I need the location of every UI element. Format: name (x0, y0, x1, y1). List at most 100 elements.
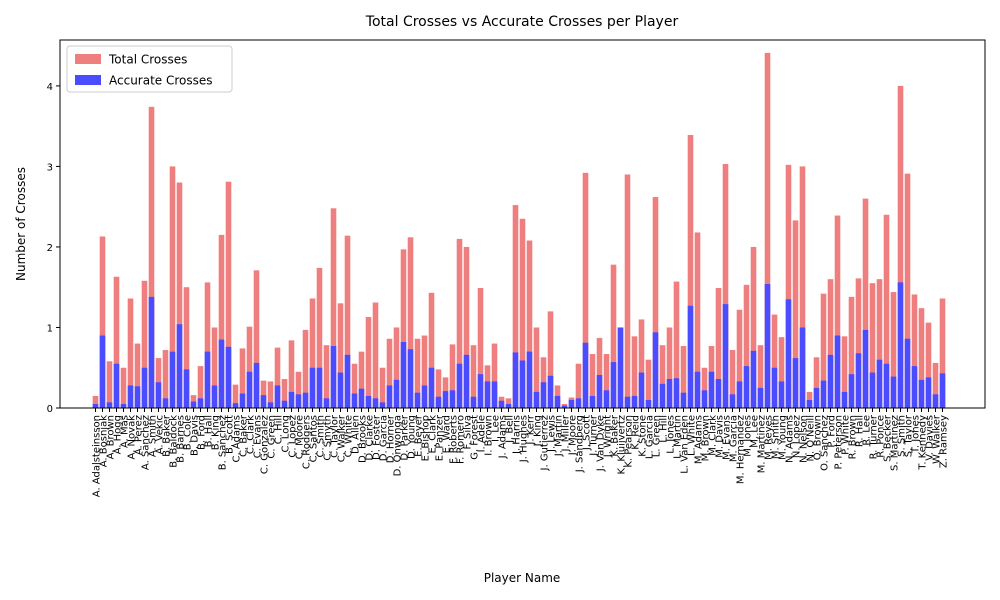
bar (239, 393, 246, 408)
legend-box (66, 45, 233, 93)
bar (876, 359, 883, 408)
x-tick-label: J. Gutierrez (540, 415, 551, 471)
bar (869, 372, 876, 408)
bar (463, 354, 470, 408)
x-tick-label: J. Harris (512, 415, 523, 455)
x-tick-label: B. Baldock (169, 415, 180, 468)
bar (603, 390, 610, 408)
bar (491, 343, 498, 408)
x-tick-label: I. Brown (484, 415, 495, 456)
x-tick-label: R. Ponce (876, 415, 887, 458)
bar (813, 357, 820, 408)
x-tick-label: S. Martinez (890, 415, 901, 471)
plot-frame (59, 39, 986, 409)
bar (883, 214, 890, 408)
bar (925, 377, 932, 408)
bar (736, 309, 743, 408)
x-tick-label: R. Hall (855, 415, 866, 447)
y-tick-label: 2 (47, 243, 53, 254)
x-tick-label: D. Foster (372, 414, 383, 460)
x-tick-label: L. Green (652, 415, 663, 457)
x-tick-label: S. Becker (883, 414, 894, 462)
x-tick-label: B. Barnes (176, 415, 187, 463)
bar (862, 329, 869, 408)
x-tick-label: M. Adams (694, 415, 705, 464)
bar (533, 391, 540, 408)
x-tick-label: P. Peterson (834, 415, 845, 470)
x-tick-label: M. Evans (722, 415, 733, 460)
bar (428, 292, 435, 408)
x-tick-label: C. Taylor (330, 414, 341, 458)
x-tick-label: A. Adalsteinsson (92, 415, 103, 497)
bar (246, 326, 253, 408)
x-tick-label: A. Smith (148, 415, 159, 457)
bar (379, 402, 386, 408)
bar (589, 395, 596, 408)
x-tick-label: C. Adams (232, 415, 243, 462)
x-tick-label: J. Lewis (547, 415, 558, 453)
x-tick-label: D. Onwonga (393, 415, 404, 476)
x-tick-label: E. Clark (428, 415, 439, 454)
bar (470, 345, 477, 408)
bar (890, 292, 897, 408)
bar (743, 284, 750, 408)
bar (253, 362, 260, 408)
bar (113, 276, 120, 408)
x-tick-label: A. Brown (106, 415, 117, 459)
x-tick-label: O. Sanchez (820, 415, 831, 471)
x-tick-label: C. Hill (274, 415, 285, 444)
bar (400, 341, 407, 408)
bar (211, 327, 218, 408)
x-tick-label: C. Long (281, 415, 292, 453)
bar (701, 390, 708, 408)
x-tick-label: M. Reyes (764, 415, 775, 460)
bar (708, 371, 715, 408)
bar (617, 327, 624, 408)
x-tick-label: B. Davis (190, 415, 201, 456)
x-tick-label: C. Smyth (323, 415, 334, 461)
bar (575, 398, 582, 408)
bar (680, 345, 687, 408)
x-tick-label: W. Walker (932, 414, 943, 464)
bar (932, 362, 939, 408)
bar (484, 381, 491, 408)
bar (400, 249, 407, 408)
y-tick-label: 4 (47, 82, 53, 93)
bar (631, 395, 638, 408)
bar (666, 379, 673, 408)
bar (344, 235, 351, 408)
bar (204, 351, 211, 408)
bar (939, 298, 946, 408)
bar (183, 369, 190, 408)
x-tick-label: B. Scott (225, 415, 236, 454)
bar (918, 379, 925, 408)
x-tick-label: B. Ford (197, 415, 208, 450)
bar (694, 232, 701, 408)
bar (701, 367, 708, 408)
bar (652, 332, 659, 408)
bar (456, 238, 463, 408)
bar (512, 205, 519, 408)
x-tick-label: N. O'Neill (806, 415, 817, 461)
x-tick-label: M. Hernandez (736, 415, 747, 484)
bar (232, 384, 239, 408)
bar (197, 366, 204, 408)
bar (260, 380, 267, 408)
x-tick-label: T. Kennedy (918, 415, 929, 471)
x-tick-label: F. Roberts (449, 415, 460, 464)
bar (561, 405, 568, 408)
bar (358, 351, 365, 408)
x-tick-label: L. Martin (673, 415, 684, 459)
x-tick-label: D. Garcia (379, 415, 390, 461)
bar (449, 344, 456, 408)
bar (841, 391, 848, 408)
bar (687, 135, 694, 408)
bar (750, 350, 757, 408)
x-tick-label: B. Cole (183, 415, 194, 450)
bar (274, 347, 281, 408)
bar (764, 283, 771, 408)
bar (260, 395, 267, 408)
bar (799, 327, 806, 408)
x-tick-label: I. Lee (491, 415, 502, 442)
bar (190, 401, 197, 408)
